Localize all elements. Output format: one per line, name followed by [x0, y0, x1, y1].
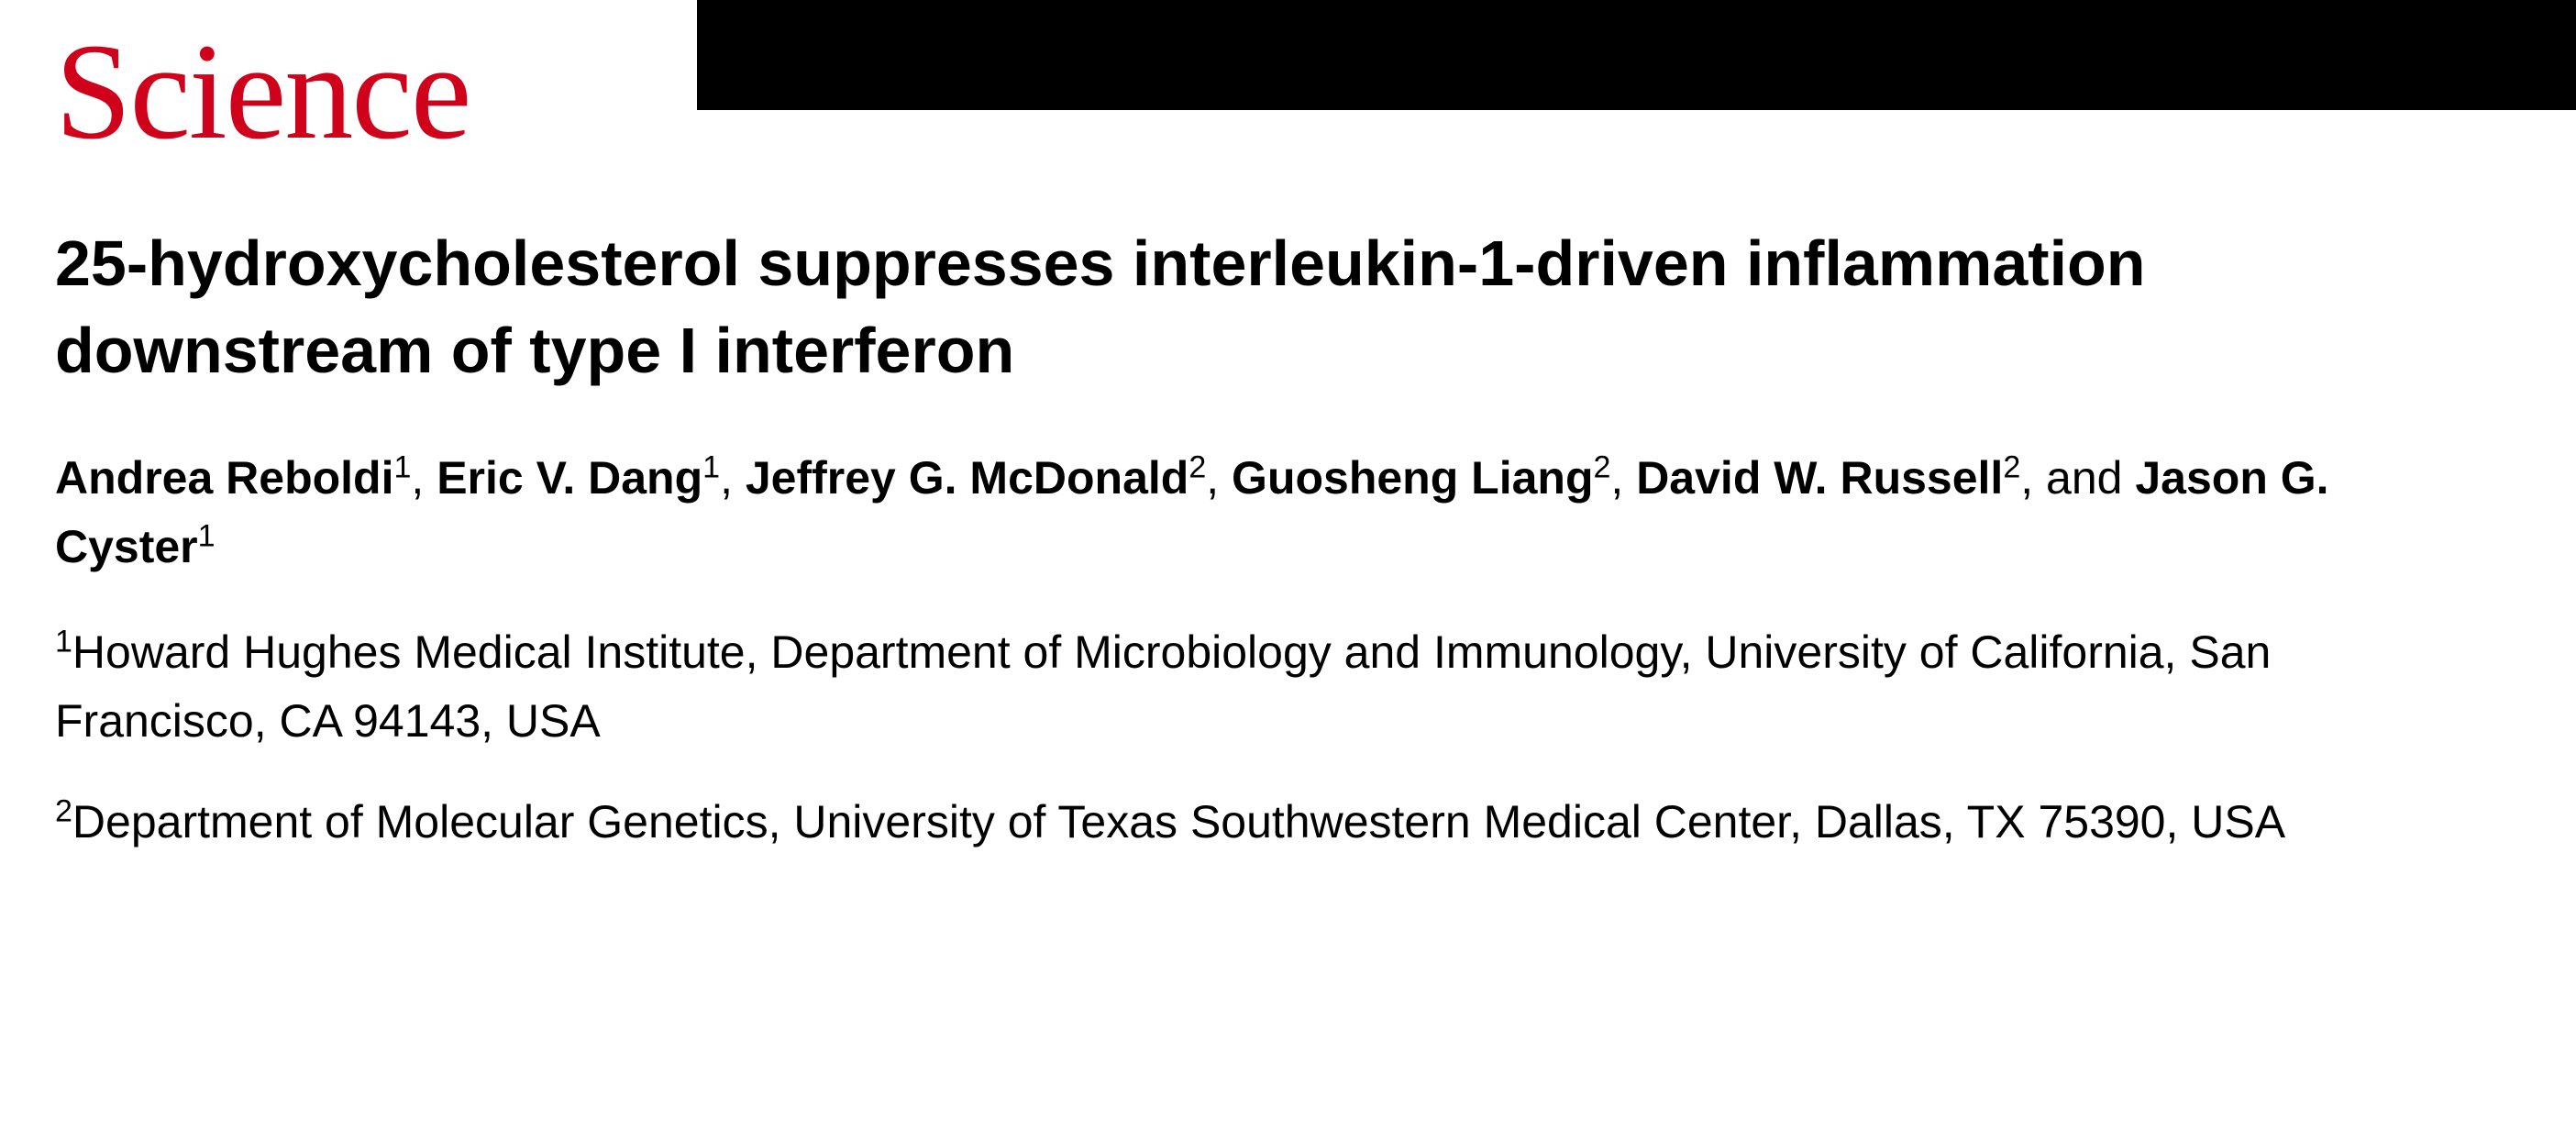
- author-separator: ,: [720, 452, 746, 504]
- page-root: Science 25-hydroxycholesterol suppresses…: [0, 0, 2576, 1130]
- journal-name: Science: [55, 13, 470, 171]
- author-separator: ,: [1206, 452, 1232, 504]
- author-list: Andrea Reboldi1, Eric V. Dang1, Jeffrey …: [55, 444, 2484, 582]
- affiliation-number: 1: [55, 624, 72, 659]
- author-name: Eric V. Dang: [437, 452, 702, 504]
- author-affiliation-ref: 2: [2003, 449, 2020, 484]
- author-affiliation-ref: 2: [1188, 449, 1206, 484]
- author-name: Guosheng Liang: [1232, 452, 1593, 504]
- author-separator: , and: [2020, 452, 2135, 504]
- affiliation: 2Department of Molecular Genetics, Unive…: [55, 788, 2484, 857]
- author-affiliation-ref: 1: [198, 518, 216, 553]
- author-name: Andrea Reboldi: [55, 452, 393, 504]
- affiliation-text: Howard Hughes Medical Institute, Departm…: [55, 626, 2271, 747]
- author-affiliation-ref: 2: [1593, 449, 1610, 484]
- affiliation-number: 2: [55, 793, 72, 828]
- affiliation: 1Howard Hughes Medical Institute, Depart…: [55, 618, 2484, 756]
- author-name: Jeffrey G. McDonald: [746, 452, 1188, 504]
- author-separator: ,: [411, 452, 437, 504]
- article-header: 25-hydroxycholesterol suppresses interle…: [55, 220, 2484, 889]
- affiliation-text: Department of Molecular Genetics, Univer…: [72, 796, 2285, 848]
- author-name: David W. Russell: [1636, 452, 2003, 504]
- journal-logo-box: Science: [0, 0, 697, 183]
- article-title: 25-hydroxycholesterol suppresses interle…: [55, 220, 2484, 393]
- author-separator: ,: [1610, 452, 1636, 504]
- affiliation-list: 1Howard Hughes Medical Institute, Depart…: [55, 618, 2484, 857]
- author-affiliation-ref: 1: [393, 449, 411, 484]
- author-affiliation-ref: 1: [702, 449, 720, 484]
